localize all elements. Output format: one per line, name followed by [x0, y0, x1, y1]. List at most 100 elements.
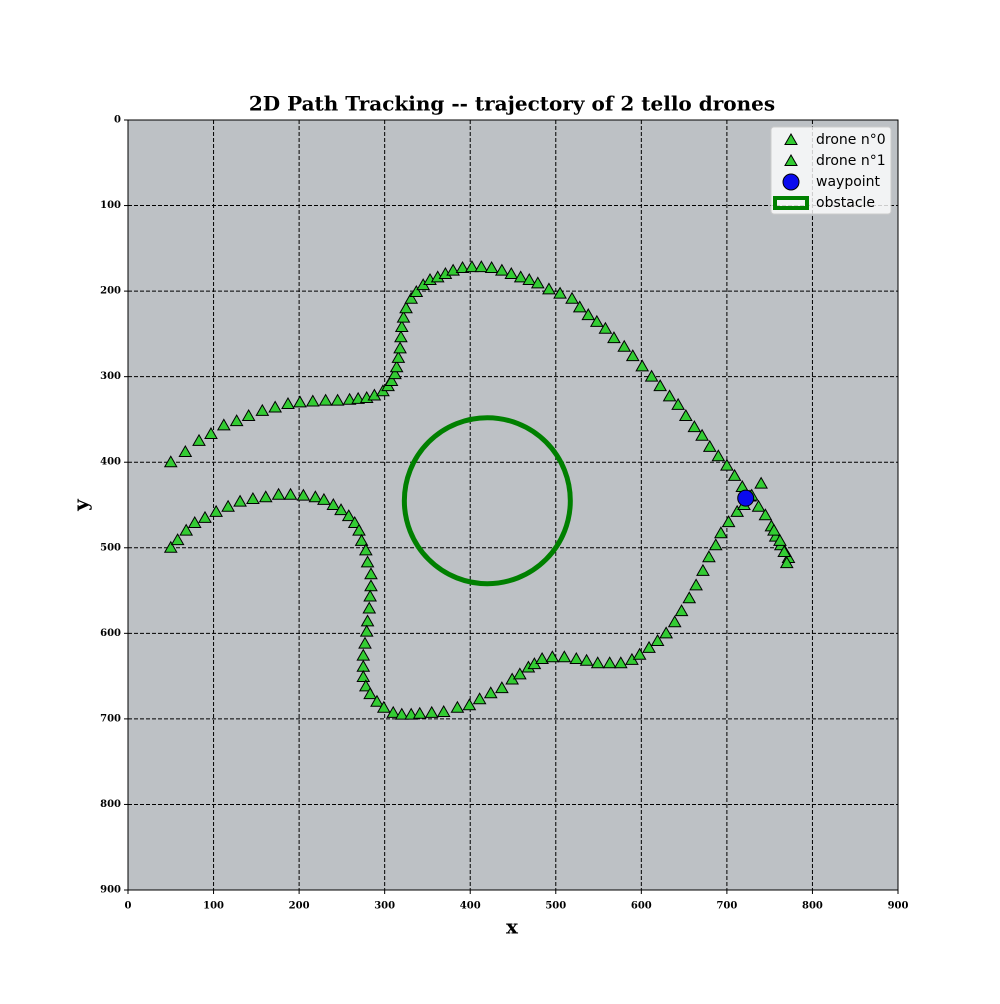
trajectory-point	[607, 331, 621, 344]
trajectory-point	[358, 636, 372, 649]
trajectory-point	[229, 414, 244, 427]
x-tick-label: 500	[545, 901, 566, 912]
trajectory-point	[659, 626, 674, 639]
trajectory-point	[678, 409, 693, 422]
x-tick-label: 300	[374, 901, 395, 912]
trajectory-point	[394, 320, 409, 333]
trajectory-point	[590, 656, 605, 669]
y-tick-label: 600	[100, 628, 121, 639]
trajectory-point	[376, 700, 391, 713]
trajectory-point	[557, 650, 572, 663]
trajectory-point	[545, 650, 560, 663]
trajectory-point	[317, 492, 331, 505]
y-tick-label: 800	[100, 799, 121, 810]
trajectory-point	[667, 615, 682, 628]
trajectory-point	[204, 426, 218, 439]
legend-box	[770, 126, 892, 215]
trajectory-point	[777, 545, 792, 558]
trajectory-point	[404, 291, 419, 304]
x-tick-label: 900	[888, 901, 909, 912]
trajectory-point	[364, 579, 378, 592]
trajectory-point	[178, 444, 193, 457]
x-tick-label: 400	[460, 901, 481, 912]
trajectory-point	[589, 314, 604, 327]
x-tick-label: 700	[716, 901, 737, 912]
plot-frame	[127, 119, 899, 891]
trajectory-point	[662, 389, 677, 402]
chart-title: 2D Path Tracking -- trajectory of 2 tell…	[249, 92, 775, 116]
trajectory-point	[393, 341, 407, 354]
trajectory-point	[696, 563, 710, 576]
trajectory-point	[341, 509, 356, 522]
trajectory-point	[241, 409, 256, 422]
y-tick-label: 300	[100, 371, 121, 382]
trajectory-point	[221, 499, 235, 512]
legend-label: waypoint	[816, 174, 881, 190]
legend-swatch	[784, 132, 798, 145]
trajectory-point	[358, 679, 373, 692]
trajectory-point	[714, 526, 728, 539]
trajectory-point	[779, 556, 794, 569]
x-tick-label: 0	[125, 901, 132, 912]
trajectory-point	[268, 400, 283, 413]
trajectory-point	[569, 651, 584, 664]
trajectory-point	[362, 601, 377, 614]
trajectory-point	[450, 700, 465, 713]
trajectory-point	[650, 634, 665, 647]
trajectory-point	[370, 694, 384, 707]
trajectory-point	[542, 282, 556, 295]
trajectory-point	[360, 555, 375, 568]
trajectory-point	[617, 339, 632, 352]
trajectory-point	[598, 321, 613, 334]
trajectory-point	[326, 497, 341, 510]
trajectory-point	[495, 263, 509, 276]
trajectory-point	[356, 669, 371, 682]
trajectory-point	[462, 698, 477, 711]
trajectory-point	[484, 261, 499, 274]
trajectory-point	[504, 266, 519, 279]
trajectory-point	[767, 523, 781, 536]
trajectory-point	[613, 656, 628, 669]
obstacle	[401, 415, 573, 587]
trajectory-point	[179, 523, 194, 536]
legend-swatch	[782, 173, 800, 191]
trajectory-point	[293, 395, 307, 408]
trajectory-point	[412, 706, 427, 719]
legend-swatch	[773, 196, 809, 210]
trajectory-point	[305, 394, 320, 407]
trajectory-point	[216, 418, 231, 431]
legend-label: obstacle	[816, 195, 875, 211]
trajectory-point	[396, 310, 411, 323]
trajectory-point	[522, 272, 537, 285]
y-axis-label: y	[69, 498, 93, 512]
waypoint-marker	[737, 489, 755, 507]
y-tick-label: 900	[100, 885, 121, 896]
trajectory-point	[455, 261, 470, 274]
trajectory-point	[472, 692, 487, 705]
trajectory-point	[354, 533, 369, 546]
trajectory-point	[602, 656, 617, 669]
trajectory-point	[674, 604, 689, 617]
x-tick-label: 800	[802, 901, 823, 912]
trajectory-point	[751, 499, 766, 512]
trajectory-point	[424, 705, 439, 718]
trajectory-point	[198, 510, 212, 523]
trajectory-point	[334, 503, 348, 516]
y-tick-label: 400	[100, 457, 121, 468]
trajectory-point	[360, 614, 375, 627]
trajectory-point	[513, 270, 528, 283]
trajectory-point	[308, 490, 323, 503]
trajectory-point	[386, 705, 401, 718]
trajectory-point	[271, 487, 286, 500]
trajectory-point	[721, 515, 736, 528]
trajectory-point	[364, 567, 378, 580]
trajectory-point	[163, 540, 178, 553]
trajectory-point	[483, 686, 498, 699]
trajectory-point	[711, 449, 726, 462]
legend-label: drone n°1	[816, 153, 886, 169]
trajectory-point	[170, 533, 185, 546]
trajectory-point	[687, 420, 702, 433]
trajectory-point	[347, 515, 362, 528]
trajectory-point	[671, 397, 685, 410]
trajectory-point	[565, 291, 579, 304]
